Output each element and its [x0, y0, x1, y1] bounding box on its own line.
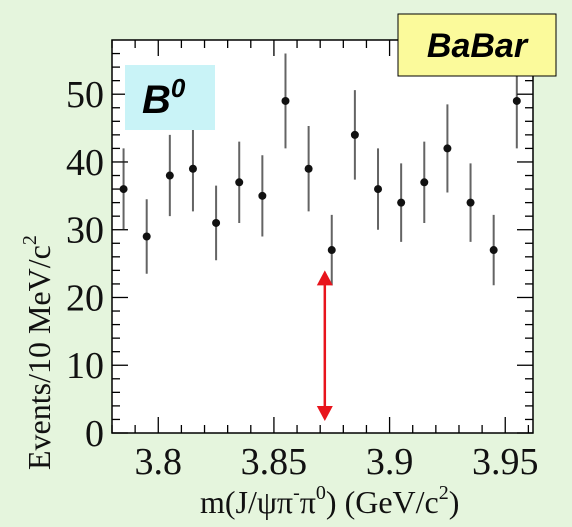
- arrow-head-down: [316, 406, 333, 421]
- y-tick-label: 40: [66, 142, 104, 184]
- y-tick-label: 30: [66, 210, 104, 252]
- data-point: [188, 164, 197, 173]
- data-point: [420, 178, 429, 187]
- data-point: [397, 198, 406, 207]
- x-axis-title: m(J/ψπ-π0) (GeV/c2): [200, 482, 459, 520]
- y-axis-title-exp: 2: [19, 235, 41, 245]
- x-tick-label: 3.9: [366, 441, 414, 483]
- arrow-head-up: [316, 270, 333, 286]
- channel-label-sup: 0: [171, 73, 186, 103]
- x-axis-title-part: π: [300, 484, 316, 520]
- data-point: [374, 185, 383, 194]
- x-tick-label: 3.8: [135, 441, 183, 483]
- data-points: [119, 53, 521, 286]
- data-point: [235, 178, 244, 187]
- data-point: [489, 246, 498, 255]
- x-tick-label: 3.95: [472, 441, 539, 483]
- x-axis-title-sup: 0: [316, 482, 326, 504]
- data-point: [212, 218, 221, 227]
- data-point: [142, 232, 151, 241]
- x-axis-title-sup: -: [293, 482, 300, 504]
- data-point: [443, 144, 452, 153]
- x-tick-label: 3.85: [241, 441, 308, 483]
- x-axis-title-sup: 2: [439, 482, 449, 504]
- data-point: [119, 185, 128, 194]
- data-point: [281, 96, 290, 105]
- annotation-arrow: [316, 270, 333, 421]
- tick-labels: 3.8 3.85 3.9 3.95 0 10 20 30 40 50: [66, 74, 538, 483]
- x-axis-title-part: m(J/ψπ: [200, 484, 293, 520]
- channel-label-base: B: [142, 78, 171, 122]
- svg-text:B0: B0: [142, 73, 186, 122]
- experiment-label-box: BaBar: [397, 13, 557, 77]
- data-point: [512, 96, 521, 105]
- data-point: [350, 130, 359, 139]
- y-axis-title-main: Events/10 MeV/c: [21, 245, 57, 470]
- y-tick-label: 0: [85, 413, 104, 455]
- x-axis-title-part: ) (GeV/c: [326, 484, 439, 520]
- data-point: [304, 164, 313, 173]
- data-point: [165, 171, 174, 180]
- data-point: [466, 198, 475, 207]
- experiment-label: BaBar: [427, 27, 529, 65]
- y-tick-label: 50: [66, 74, 104, 116]
- y-tick-label: 10: [66, 345, 104, 387]
- channel-label-box: B0: [125, 65, 215, 130]
- x-axis-title-part: ): [449, 484, 460, 520]
- data-point: [327, 246, 336, 255]
- y-tick-label: 20: [66, 277, 104, 319]
- data-point: [258, 191, 267, 200]
- y-axis-title: Events/10 MeV/c2: [19, 235, 57, 470]
